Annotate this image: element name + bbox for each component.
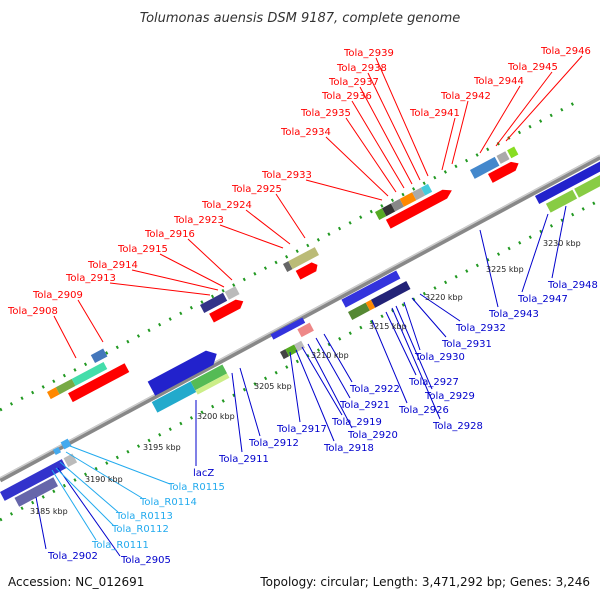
label-lacz: lacZ bbox=[193, 468, 214, 479]
label-tola-2923: Tola_2923 bbox=[173, 215, 224, 226]
label-tola-2918: Tola_2918 bbox=[323, 443, 374, 454]
label-tola-2924: Tola_2924 bbox=[201, 200, 252, 211]
label-tola-2929: Tola_2929 bbox=[424, 391, 475, 402]
label-tola-2917: Tola_2917 bbox=[276, 424, 327, 435]
label-tola-2941: Tola_2941 bbox=[409, 108, 460, 119]
label-tola-2937: Tola_2937 bbox=[328, 77, 379, 88]
accession-text: Accession: NC_012691 bbox=[8, 575, 144, 589]
topology-text: Topology: circular; Length: 3,471,292 bp… bbox=[259, 575, 590, 589]
label-tola-2914: Tola_2914 bbox=[87, 260, 138, 271]
label-tola-r0112: Tola_R0112 bbox=[111, 524, 169, 535]
rna-connectors bbox=[51, 445, 171, 541]
scale-3220: 3220 kbp bbox=[425, 293, 463, 302]
label-tola-2927: Tola_2927 bbox=[408, 377, 459, 388]
gene-block-2908[interactable] bbox=[41, 343, 130, 411]
label-tola-2925: Tola_2925 bbox=[231, 184, 282, 195]
genome-backbone bbox=[0, 154, 600, 483]
label-tola-2933: Tola_2933 bbox=[261, 170, 312, 181]
label-tola-2913: Tola_2913 bbox=[65, 273, 116, 284]
label-tola-2934: Tola_2934 bbox=[280, 127, 331, 138]
rna-R0115[interactable] bbox=[60, 438, 72, 450]
gene-block-2926[interactable] bbox=[341, 269, 411, 320]
label-tola-2928: Tola_2928 bbox=[432, 421, 483, 432]
gene-block-2947[interactable] bbox=[535, 161, 600, 215]
label-tola-2915: Tola_2915 bbox=[117, 244, 168, 255]
label-tola-2932: Tola_2932 bbox=[455, 323, 506, 334]
gene-block-2944[interactable] bbox=[470, 146, 524, 190]
label-tola-2935: Tola_2935 bbox=[300, 108, 351, 119]
label-tola-2905: Tola_2905 bbox=[120, 555, 171, 566]
map-title: Tolumonas auensis DSM 9187, complete gen… bbox=[140, 11, 461, 26]
label-tola-2943: Tola_2943 bbox=[488, 309, 539, 320]
scale-3210: 3210 kbp bbox=[311, 351, 349, 360]
rna-label-group: Tola_R0111 Tola_R0112 Tola_R0113 Tola_R0… bbox=[91, 482, 225, 551]
label-tola-r0114: Tola_R0114 bbox=[139, 497, 197, 508]
gene-block-2911[interactable] bbox=[142, 347, 230, 415]
label-tola-2931: Tola_2931 bbox=[441, 339, 492, 350]
lower-connectors bbox=[35, 205, 567, 557]
scale-3195: 3195 kbp bbox=[143, 443, 181, 452]
gene-block-2913[interactable] bbox=[200, 286, 246, 324]
lower-label-group: Tola_2902 Tola_2905 Tola_2911 Tola_2912 … bbox=[47, 280, 598, 566]
label-tola-2921: Tola_2921 bbox=[339, 400, 390, 411]
upper-tick-track bbox=[0, 98, 581, 412]
scale-label-group: 3185 kbp 3190 kbp 3195 kbp 3200 kbp 3205… bbox=[30, 239, 581, 516]
label-tola-2944: Tola_2944 bbox=[473, 76, 524, 87]
scale-3225: 3225 kbp bbox=[486, 265, 524, 274]
label-tola-2948: Tola_2948 bbox=[547, 280, 598, 291]
label-tola-2916: Tola_2916 bbox=[144, 229, 195, 240]
label-tola-2911: Tola_2911 bbox=[218, 454, 269, 465]
rna-genes bbox=[52, 438, 72, 456]
gene-block-2933[interactable] bbox=[375, 175, 454, 231]
label-tola-2909: Tola_2909 bbox=[32, 290, 83, 301]
label-tola-2942: Tola_2942 bbox=[440, 91, 491, 102]
label-tola-2919: Tola_2919 bbox=[331, 417, 382, 428]
lower-strand-genes bbox=[0, 161, 600, 512]
label-tola-r0113: Tola_R0113 bbox=[115, 511, 173, 522]
label-tola-2946: Tola_2946 bbox=[540, 46, 591, 57]
rna-R0114[interactable] bbox=[52, 446, 62, 456]
upper-strand-genes bbox=[41, 146, 524, 411]
label-tola-2947: Tola_2947 bbox=[517, 294, 568, 305]
genome-backbone-highlight bbox=[0, 154, 600, 479]
gene-block-2917[interactable] bbox=[270, 316, 319, 360]
scale-3185: 3185 kbp bbox=[30, 507, 68, 516]
scale-3200: 3200 kbp bbox=[197, 412, 235, 421]
label-tola-2912: Tola_2912 bbox=[248, 438, 299, 449]
label-tola-2936: Tola_2936 bbox=[321, 91, 372, 102]
label-tola-2930: Tola_2930 bbox=[414, 352, 465, 363]
gene-block-2923[interactable] bbox=[283, 247, 325, 283]
label-tola-2902: Tola_2902 bbox=[47, 551, 98, 562]
scale-3215: 3215 kbp bbox=[369, 322, 407, 331]
label-tola-2939: Tola_2939 bbox=[343, 48, 394, 59]
upper-connectors bbox=[53, 55, 583, 359]
scale-3205: 3205 kbp bbox=[254, 382, 292, 391]
label-tola-r0111: Tola_R0111 bbox=[91, 540, 149, 551]
label-tola-2908: Tola_2908 bbox=[7, 306, 58, 317]
scale-3230: 3230 kbp bbox=[543, 239, 581, 248]
label-tola-2945: Tola_2945 bbox=[507, 62, 558, 73]
label-tola-2926: Tola_2926 bbox=[398, 405, 449, 416]
upper-label-group: Tola_2908 Tola_2909 Tola_2913 Tola_2914 … bbox=[7, 46, 591, 317]
label-tola-2922: Tola_2922 bbox=[349, 384, 400, 395]
label-tola-2938: Tola_2938 bbox=[336, 63, 387, 74]
label-tola-2920: Tola_2920 bbox=[347, 430, 398, 441]
gene-block-2902[interactable] bbox=[0, 453, 83, 512]
scale-3190: 3190 kbp bbox=[85, 475, 123, 484]
label-tola-r0115: Tola_R0115 bbox=[167, 482, 225, 493]
